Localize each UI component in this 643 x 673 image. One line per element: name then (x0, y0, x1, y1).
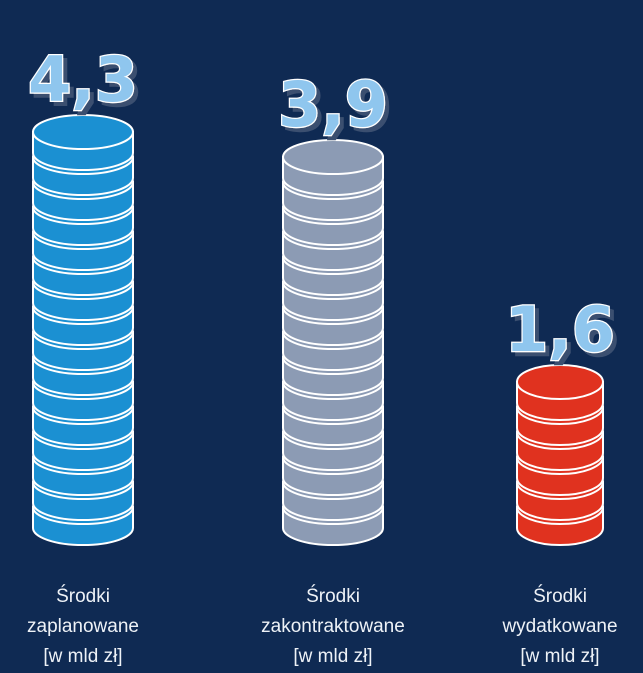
category-label: Środki zakontraktowane [w mld zł] (233, 582, 433, 672)
coin-top (283, 140, 383, 174)
coin-stack (33, 115, 133, 545)
coin-top (517, 365, 603, 399)
coin-stack (517, 365, 603, 545)
category-label: Środki zaplanowane [w mld zł] (0, 582, 183, 672)
value-label: 3,9 (278, 68, 388, 141)
coin-stack (283, 140, 383, 545)
category-label: Środki wydatkowane [w mld zł] (460, 582, 643, 672)
chart: 4,3 3,9 1,6 Środki zaplanowane [w mld zł] Ś… (0, 0, 643, 673)
coin-top (33, 115, 133, 149)
value-label: 1,6 (505, 293, 615, 366)
value-label: 4,3 (28, 43, 138, 116)
chart-svg: 4,3 3,9 1,6 (0, 0, 643, 673)
